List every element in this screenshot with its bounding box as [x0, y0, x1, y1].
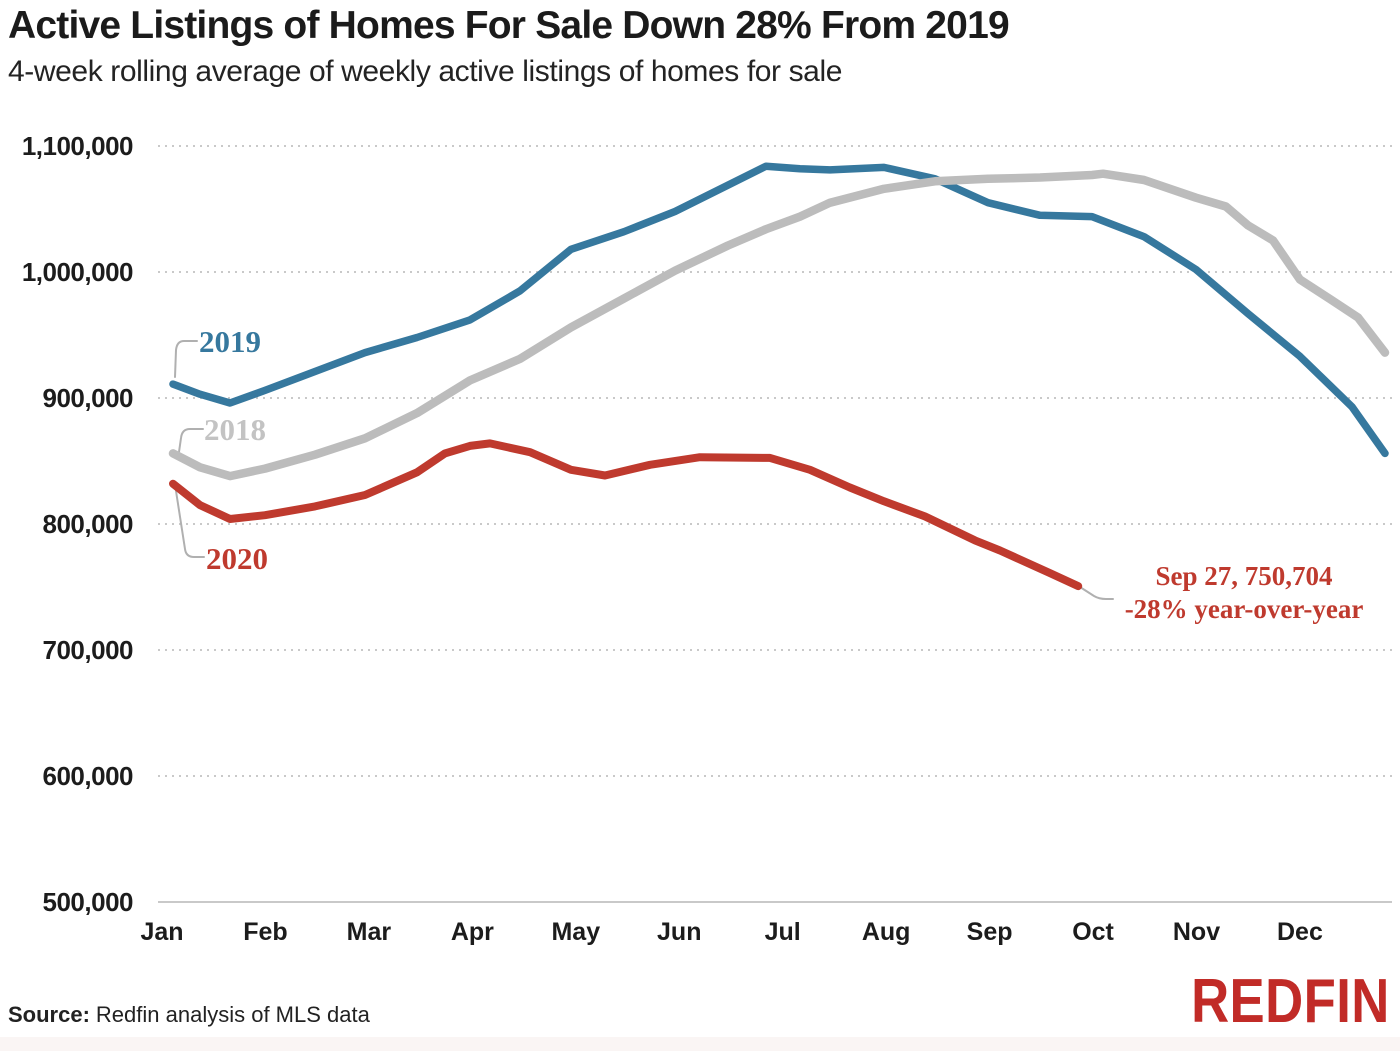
x-axis-label: Jan — [140, 918, 184, 946]
redfin-logo: REDFIN — [1191, 967, 1390, 1036]
annotation-value: Sep 27, 750,704 — [1155, 561, 1333, 591]
x-axis-label: Dec — [1277, 918, 1323, 946]
footer-strip — [0, 1037, 1400, 1051]
x-axis-label: Jul — [764, 918, 801, 946]
last-point-annotation: Sep 27, 750,704 -28% year-over-year — [1074, 560, 1400, 626]
x-axis-label: Sep — [966, 918, 1013, 946]
x-axis-label: Jun — [657, 918, 702, 946]
x-axis-label: Feb — [243, 918, 288, 946]
y-axis-label: 700,000 — [42, 635, 134, 665]
source-label: Source: — [8, 1002, 90, 1027]
y-axis-label: 1,100,000 — [21, 131, 134, 161]
series-label-2019: 2019 — [199, 324, 261, 359]
series-label-2020: 2020 — [206, 541, 268, 576]
series-label-2018: 2018 — [204, 412, 266, 447]
x-axis-label: Nov — [1172, 918, 1221, 946]
y-axis-label: 1,000,000 — [21, 257, 134, 287]
chart-subtitle: 4-week rolling average of weekly active … — [8, 55, 843, 88]
y-axis-label: 800,000 — [42, 509, 134, 539]
source-text: Redfin analysis of MLS data — [95, 1002, 370, 1027]
annotation-yoy: -28% year-over-year — [1124, 594, 1364, 624]
x-axis-label: Aug — [861, 918, 911, 946]
y-axis-label: 600,000 — [42, 761, 134, 791]
y-axis-label: 900,000 — [42, 383, 134, 413]
x-axis-label: Oct — [1072, 918, 1114, 946]
chart-title: Active Listings of Homes For Sale Down 2… — [8, 4, 1010, 47]
y-axis-label: 500,000 — [42, 887, 134, 917]
x-axis-label: Apr — [450, 918, 494, 946]
source-note: Source: Redfin analysis of MLS data — [8, 1002, 370, 1028]
x-axis-label: Mar — [346, 918, 392, 946]
x-axis-label: May — [551, 918, 601, 946]
